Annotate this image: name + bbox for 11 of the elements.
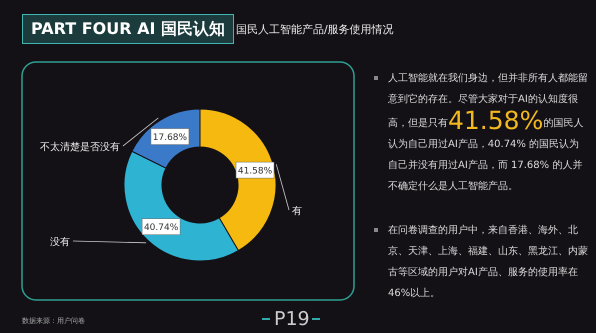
- chart-title: PART FOUR AI 国民认知: [22, 14, 234, 44]
- text: 在问卷调查的用户中，来自香港、海外、北京、天津、上海、福建、山东、黑龙江、内蒙古等区域的用户对AI产品、服务的使用率在46%以上。: [388, 224, 588, 301]
- slice-label: 不太清楚是否没有: [40, 141, 120, 153]
- slice-label: 没有: [50, 236, 70, 248]
- text: P19: [274, 308, 310, 330]
- data-label: 41.58%: [238, 166, 273, 177]
- data-label: 17.68%: [152, 133, 188, 144]
- data-label: 40.74%: [144, 223, 179, 234]
- chart-subtitle: 国民人工智能产品/服务使用情况: [236, 22, 394, 37]
- slice-label: 有: [292, 205, 302, 217]
- text: 41.58%: [448, 106, 544, 135]
